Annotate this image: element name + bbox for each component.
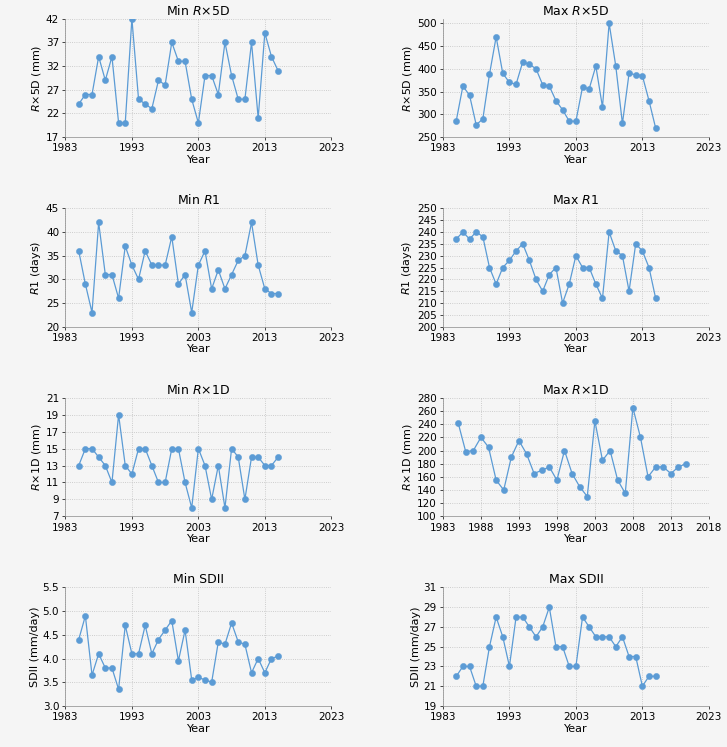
X-axis label: Year: Year (187, 155, 210, 165)
Y-axis label: SDII (mm/day): SDII (mm/day) (30, 607, 40, 687)
Y-axis label: $\it{R}$$\times$5D (mm): $\it{R}$$\times$5D (mm) (401, 44, 414, 111)
X-axis label: Year: Year (564, 344, 587, 354)
Y-axis label: $\it{R}$1 (days): $\it{R}$1 (days) (400, 241, 414, 295)
Title: Max SDII: Max SDII (548, 573, 603, 586)
Y-axis label: $\it{R}$$\times$5D (mm): $\it{R}$$\times$5D (mm) (30, 44, 43, 111)
X-axis label: Year: Year (564, 534, 587, 544)
Title: Min $\it{R}$1: Min $\it{R}$1 (177, 193, 220, 207)
X-axis label: Year: Year (564, 724, 587, 734)
X-axis label: Year: Year (187, 724, 210, 734)
Title: Min SDII: Min SDII (173, 573, 224, 586)
Y-axis label: $\it{R}$$\times$1D (mm): $\it{R}$$\times$1D (mm) (30, 424, 43, 491)
X-axis label: Year: Year (187, 534, 210, 544)
X-axis label: Year: Year (564, 155, 587, 165)
Y-axis label: $\it{R}$1 (days): $\it{R}$1 (days) (29, 241, 43, 295)
Title: Max $\it{R}$1: Max $\it{R}$1 (553, 194, 600, 207)
X-axis label: Year: Year (187, 344, 210, 354)
Title: Max $\it{R}$$\times$5D: Max $\it{R}$$\times$5D (542, 4, 610, 17)
Y-axis label: SDII (mm/day): SDII (mm/day) (411, 607, 421, 687)
Title: Min $\it{R}$$\times$5D: Min $\it{R}$$\times$5D (166, 4, 230, 17)
Title: Max $\it{R}$$\times$1D: Max $\it{R}$$\times$1D (542, 384, 610, 397)
Title: Min $\it{R}$$\times$1D: Min $\it{R}$$\times$1D (166, 382, 230, 397)
Y-axis label: $\it{R}$$\times$1D (mm): $\it{R}$$\times$1D (mm) (401, 424, 414, 491)
